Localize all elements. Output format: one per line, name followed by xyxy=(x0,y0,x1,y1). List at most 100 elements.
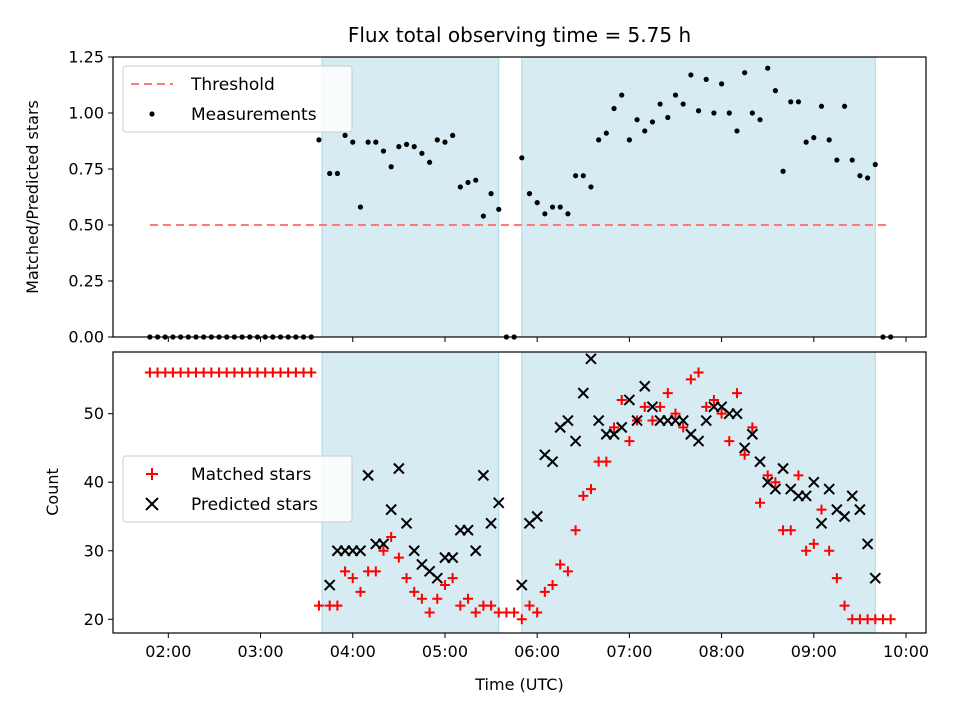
measurements-point-49 xyxy=(526,191,533,197)
matched-stars-point-38 xyxy=(439,580,450,591)
chart-title: Flux total observing time = 5.75 h xyxy=(348,23,691,47)
top-y-tick-label-2: 0.50 xyxy=(68,216,104,235)
matched-stars-point-50 xyxy=(532,607,543,618)
measurements-point-85 xyxy=(803,139,809,145)
matched-stars-point-77 xyxy=(739,449,750,460)
measurements-point-25 xyxy=(342,132,348,138)
measurements-point-70 xyxy=(688,72,694,78)
bottom-legend-box xyxy=(122,455,353,523)
top-y-tick-label-0: 0.00 xyxy=(68,328,104,347)
predicted-stars-point-9 xyxy=(393,462,405,475)
matched-stars-point-29 xyxy=(370,566,381,577)
matched-stars-point-37 xyxy=(432,593,443,604)
matched-stars-point-90 xyxy=(839,600,850,611)
x-tick-label-0: 02:00 xyxy=(145,642,191,661)
measurements-point-91 xyxy=(849,157,855,163)
matched-stars-point-84 xyxy=(793,470,804,481)
legend-threshold-label: Threshold xyxy=(190,75,275,95)
measurements-point-26 xyxy=(350,139,356,145)
legend-measurements-label: Measurements xyxy=(191,105,317,125)
measurements-point-79 xyxy=(757,117,763,123)
matched-stars-point-34 xyxy=(409,586,420,597)
measurements-point-51 xyxy=(542,211,548,217)
measurements-point-72 xyxy=(703,76,709,82)
matched-stars-point-44 xyxy=(486,600,497,611)
matched-stars-point-51 xyxy=(539,586,550,597)
measurements-point-35 xyxy=(419,150,425,156)
measurements-point-76 xyxy=(734,128,740,134)
measurements-point-69 xyxy=(680,101,686,107)
measurements-point-41 xyxy=(465,179,471,186)
predicted-stars-point-29 xyxy=(562,414,574,427)
matched-stars-point-27 xyxy=(355,586,366,597)
predicted-stars-point-7 xyxy=(377,538,390,550)
bottom-y-axis-label: Count xyxy=(43,468,62,516)
matched-stars-point-47 xyxy=(509,607,520,618)
measurements-point-66 xyxy=(657,101,663,107)
predicted-stars-point-38 xyxy=(631,414,643,427)
predicted-stars-point-47 xyxy=(700,414,712,427)
measurements-point-78 xyxy=(749,110,755,116)
legend-measurements-swatch xyxy=(149,111,155,117)
legend-predicted-stars-swatch xyxy=(145,497,159,511)
measurements-point-89 xyxy=(834,157,840,163)
matched-stars-point-42 xyxy=(470,607,481,618)
measurements-point-92 xyxy=(857,173,863,179)
measurements-point-37 xyxy=(434,137,440,143)
matched-stars-point-41 xyxy=(463,593,474,604)
measurements-point-73 xyxy=(711,110,717,116)
measurements-point-55 xyxy=(572,173,579,179)
predicted-stars-point-33 xyxy=(592,414,605,427)
matched-stars-point-39 xyxy=(447,573,458,584)
top-panel: 0.00 0.25 0.50 0.75 1.00 1.25 Threshold Measure… xyxy=(68,48,927,347)
matched-stars-point-96 xyxy=(885,614,896,625)
matched-stars-point-76 xyxy=(731,388,742,399)
measurements-point-24 xyxy=(334,170,340,177)
predicted-stars-point-27 xyxy=(546,455,559,468)
measurements-point-28 xyxy=(365,139,371,145)
predicted-stars-point-39 xyxy=(639,380,651,392)
top-y-tick-label-3: 0.75 xyxy=(68,160,104,179)
measurements-point-38 xyxy=(442,139,448,145)
predicted-stars-point-14 xyxy=(431,572,443,584)
x-tick-label-5: 07:00 xyxy=(606,642,652,661)
measurements-point-81 xyxy=(772,88,778,94)
measurements-point-88 xyxy=(826,137,832,143)
matched-stars-point-49 xyxy=(524,600,535,611)
measurements-point-62 xyxy=(626,137,632,143)
x-tick-label-6: 08:00 xyxy=(699,642,745,661)
matched-stars-point-70 xyxy=(685,374,696,385)
matched-stars-point-24 xyxy=(332,600,343,611)
predicted-stars-point-52 xyxy=(738,442,751,454)
measurements-point-32 xyxy=(396,144,402,150)
predicted-stars-point-21 xyxy=(485,517,497,530)
measurements-point-71 xyxy=(695,108,702,114)
x-tick-label-7: 09:00 xyxy=(791,642,837,661)
predicted-stars-point-23 xyxy=(516,579,528,591)
matched-stars-point-78 xyxy=(747,422,758,433)
measurements-point-87 xyxy=(818,103,825,109)
matched-stars-point-65 xyxy=(647,415,658,426)
predicted-stars-point-65 xyxy=(838,510,851,523)
matched-stars-point-85 xyxy=(801,545,812,556)
measurements-point-23 xyxy=(327,170,333,177)
predicted-stars-point-32 xyxy=(585,353,597,365)
matched-stars-point-30 xyxy=(378,545,389,556)
matched-stars-point-25 xyxy=(340,566,351,577)
matched-stars-point-61 xyxy=(616,394,627,405)
matched-stars-point-69 xyxy=(678,422,689,433)
measurements-point-74 xyxy=(718,81,725,87)
matched-stars-point-79 xyxy=(755,497,766,508)
matched-stars-point-40 xyxy=(455,600,466,611)
measurements-point-67 xyxy=(665,114,671,121)
matched-stars-point-87 xyxy=(816,504,827,515)
x-tick-label-4: 06:00 xyxy=(514,642,560,661)
measurements-point-52 xyxy=(549,204,556,210)
measurements-point-30 xyxy=(380,148,387,154)
measurements-point-43 xyxy=(480,213,486,219)
matched-stars-point-21 xyxy=(306,367,317,378)
predicted-stars-point-40 xyxy=(646,401,659,413)
matched-stars-point-81 xyxy=(770,477,781,488)
predicted-stars-point-44 xyxy=(677,414,689,427)
measurements-point-57 xyxy=(588,184,594,190)
